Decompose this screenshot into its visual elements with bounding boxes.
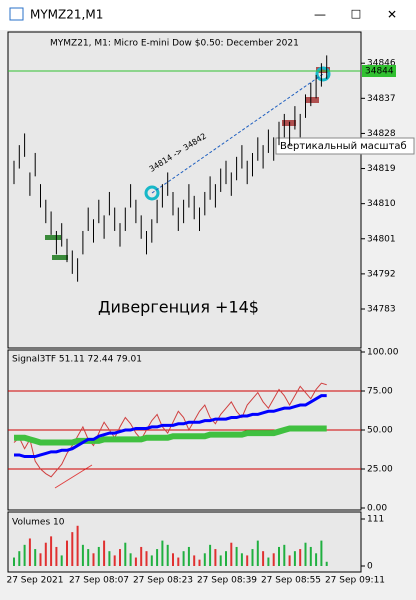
y-tick-label: 34810 <box>367 199 396 209</box>
price-title: MYMZ21, M1: Micro E-mini Dow $0.50: Dece… <box>50 39 299 49</box>
volume-title: Volumes 10 <box>12 518 65 528</box>
maximize[interactable]: ☐ <box>351 8 362 22</box>
y-tick-label: 100.00 <box>367 348 399 358</box>
annotation: Дивергенция +14$ <box>98 298 259 317</box>
y-tick-label: 111 <box>367 515 384 525</box>
box <box>305 97 319 103</box>
y-tick-label: 25.00 <box>367 465 393 475</box>
y-tick-label: 34846 <box>367 59 396 69</box>
price-panel <box>7 31 362 349</box>
box <box>282 120 296 126</box>
y-tick-label: 34837 <box>367 94 396 104</box>
window-title: MYMZ21,M1 <box>30 8 103 22</box>
y-tick-label: 50.00 <box>367 426 393 436</box>
y-tick-label: 0 <box>367 562 373 572</box>
x-tick-label: 27 Sep 09:11 <box>325 576 385 586</box>
x-tick-label: 27 Sep 08:39 <box>197 576 257 586</box>
y-tick-label: 75.00 <box>367 387 393 397</box>
tooltip-text: Вертикальный масштаб <box>280 141 407 152</box>
point-marker <box>144 185 160 201</box>
box <box>316 67 330 73</box>
box <box>45 235 61 240</box>
box <box>52 255 68 260</box>
minimize[interactable]: — <box>314 8 326 22</box>
app-icon <box>9 7 24 21</box>
y-tick-label: 34783 <box>367 304 396 314</box>
x-tick-label: 27 Sep 2021 <box>6 576 63 586</box>
y-tick-label: 34801 <box>367 234 396 244</box>
x-tick-label: 27 Sep 08:55 <box>261 576 321 586</box>
close[interactable]: ✕ <box>387 8 397 22</box>
y-tick-label: 34819 <box>367 164 396 174</box>
y-tick-label: 34828 <box>367 129 396 139</box>
level-tag <box>362 65 396 78</box>
signal-line <box>14 394 327 459</box>
y-tick-label: 34792 <box>367 269 396 279</box>
x-tick-label: 27 Sep 08:23 <box>133 576 193 586</box>
signal-title: Signal3TF 51.11 72.44 79.01 <box>12 355 142 365</box>
title-bar <box>0 0 416 30</box>
signal-line <box>14 425 327 446</box>
level-label: 34844 <box>365 67 394 77</box>
point-marker <box>315 66 331 82</box>
signal-line <box>13 382 327 478</box>
x-tick-label: 27 Sep 08:07 <box>69 576 129 586</box>
tooltip <box>275 137 415 155</box>
y-tick-label: 0.00 <box>367 504 387 514</box>
